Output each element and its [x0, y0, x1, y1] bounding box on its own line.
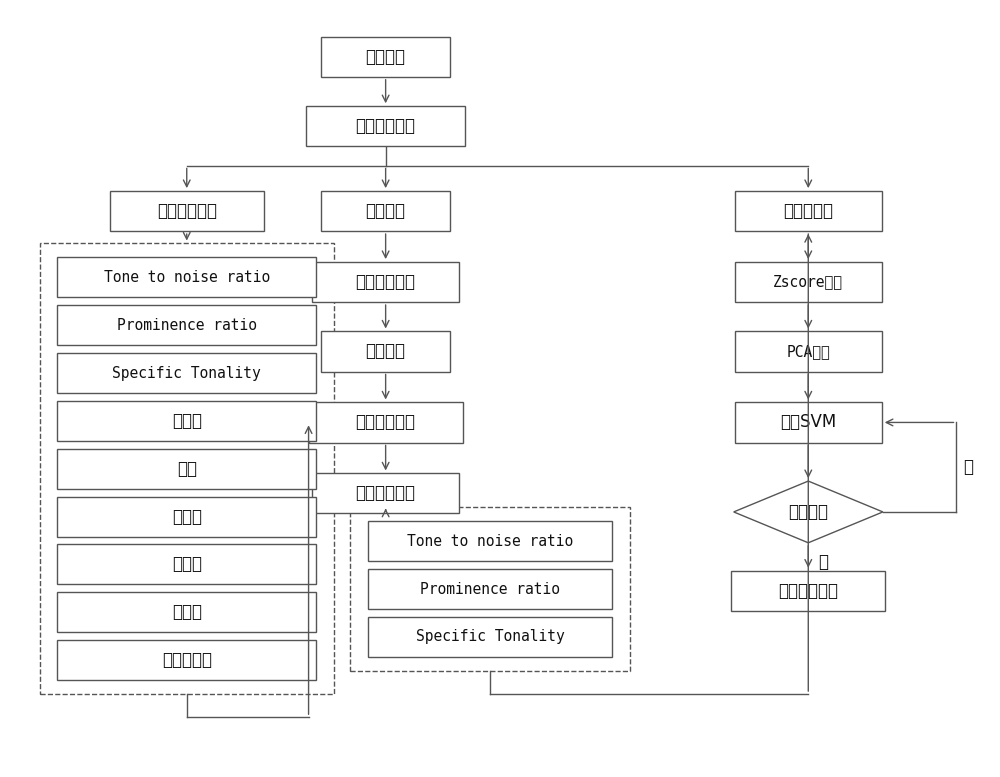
- Bar: [350, 507, 630, 671]
- Bar: [57, 401, 316, 441]
- Bar: [735, 262, 882, 302]
- Bar: [57, 257, 316, 298]
- Bar: [731, 570, 885, 611]
- Polygon shape: [734, 481, 883, 543]
- Text: Tone to noise ratio: Tone to noise ratio: [407, 534, 573, 549]
- Bar: [57, 545, 316, 584]
- Text: 优化SVM: 优化SVM: [780, 413, 836, 431]
- Text: 啬叫评价体系: 啬叫评价体系: [778, 582, 838, 600]
- Bar: [57, 353, 316, 393]
- Text: 主观评分: 主观评分: [366, 343, 406, 361]
- Bar: [40, 243, 334, 694]
- Text: 响度: 响度: [177, 460, 197, 478]
- Bar: [321, 191, 450, 231]
- Bar: [321, 37, 450, 77]
- Text: 声压级: 声压级: [172, 507, 202, 525]
- Text: Specific Tonality: Specific Tonality: [416, 629, 564, 644]
- Text: 主客观相关性: 主客观相关性: [356, 413, 416, 431]
- Text: 是: 是: [818, 553, 828, 571]
- Text: Prominence ratio: Prominence ratio: [420, 581, 560, 597]
- Text: 筛选评价数据: 筛选评价数据: [356, 273, 416, 291]
- Bar: [57, 592, 316, 632]
- Bar: [321, 332, 450, 371]
- Bar: [735, 402, 882, 442]
- Text: 抖动度: 抖动度: [172, 603, 202, 622]
- Text: Prominence ratio: Prominence ratio: [117, 318, 257, 333]
- Bar: [312, 262, 459, 302]
- Bar: [735, 332, 882, 371]
- Bar: [57, 497, 316, 537]
- Text: Zscore处理: Zscore处理: [773, 274, 843, 290]
- Bar: [312, 473, 459, 514]
- Bar: [57, 305, 316, 345]
- Text: 粗糙度: 粗糙度: [172, 556, 202, 573]
- Text: 噪声测试: 噪声测试: [366, 47, 406, 66]
- Text: 增加虚拟样本: 增加虚拟样本: [356, 117, 416, 135]
- Bar: [309, 402, 463, 442]
- Bar: [368, 569, 612, 609]
- Text: 否: 否: [963, 458, 973, 476]
- Bar: [57, 448, 316, 489]
- Text: 主客观数据: 主客观数据: [783, 202, 833, 220]
- Text: Specific Tonality: Specific Tonality: [112, 365, 261, 381]
- Text: PCA处理: PCA处理: [786, 344, 830, 359]
- Text: Tone to noise ratio: Tone to noise ratio: [104, 270, 270, 285]
- Bar: [735, 191, 882, 231]
- Text: 尖锐度: 尖锐度: [172, 412, 202, 430]
- Bar: [57, 640, 316, 680]
- Text: 主观评价: 主观评价: [366, 202, 406, 220]
- Text: 语音清晰度: 语音清晰度: [162, 651, 212, 669]
- Text: 客观参数提取: 客观参数提取: [157, 202, 217, 220]
- Text: 是否满足: 是否满足: [788, 503, 828, 521]
- Bar: [368, 521, 612, 561]
- Text: 筛选客观数据: 筛选客观数据: [356, 484, 416, 503]
- Bar: [368, 617, 612, 657]
- Bar: [306, 106, 465, 146]
- Bar: [110, 191, 264, 231]
